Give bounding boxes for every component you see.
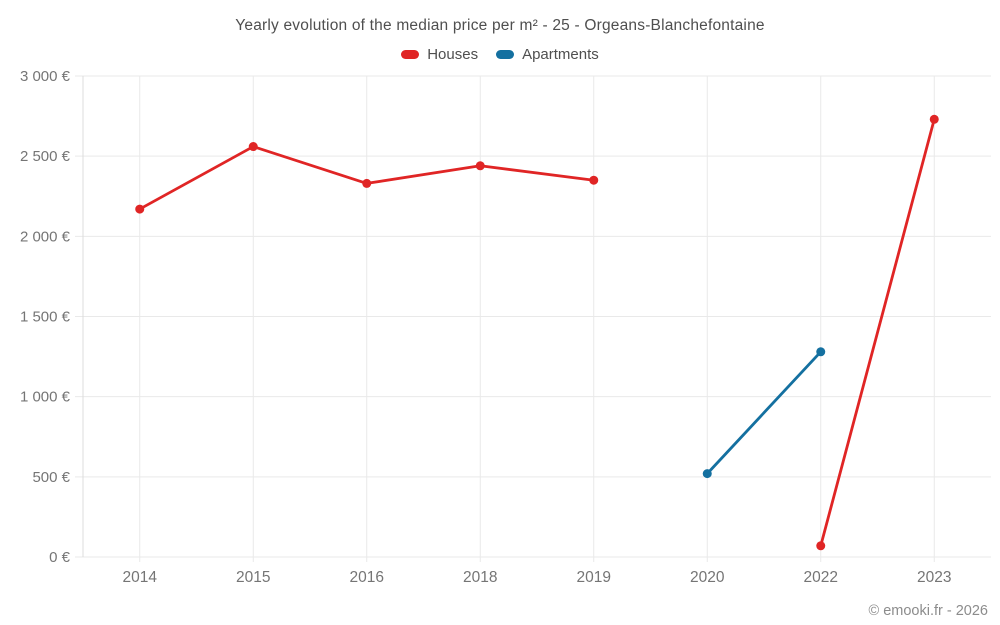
data-point-apartments-2022 xyxy=(816,347,826,357)
chart-legend: Houses Apartments xyxy=(0,46,1000,63)
legend-swatch-apartments-icon xyxy=(496,50,515,59)
legend-label-houses: Houses xyxy=(427,46,479,63)
data-point-houses-2023 xyxy=(929,114,939,124)
series-line-houses xyxy=(819,117,936,548)
legend-item-houses[interactable]: Houses xyxy=(401,46,478,63)
x-tick-label: 2015 xyxy=(236,569,270,586)
legend-label-apartments: Apartments xyxy=(522,46,599,63)
data-point-apartments-2020 xyxy=(702,469,712,479)
x-tick-label: 2020 xyxy=(690,569,725,586)
copyright-credit: © emooki.fr - 2026 xyxy=(868,603,988,619)
legend-swatch-houses-icon xyxy=(401,50,420,59)
y-tick-label: 0 € xyxy=(49,549,71,566)
data-point-houses-2022 xyxy=(816,541,826,551)
y-tick-label: 1 000 € xyxy=(20,389,71,406)
x-tick-label: 2022 xyxy=(804,569,838,586)
x-tick-label: 2018 xyxy=(463,569,497,586)
x-tick-label: 2023 xyxy=(917,569,951,586)
legend-item-apartments[interactable]: Apartments xyxy=(496,46,599,63)
y-tick-label: 3 000 € xyxy=(20,68,71,85)
data-point-houses-2019 xyxy=(589,175,599,185)
y-tick-label: 2 000 € xyxy=(20,228,71,245)
x-tick-label: 2019 xyxy=(577,569,611,586)
y-tick-label: 1 500 € xyxy=(20,309,71,326)
series-line-apartments xyxy=(705,350,823,476)
y-tick-label: 500 € xyxy=(32,469,70,486)
x-tick-label: 2014 xyxy=(123,569,158,586)
chart-title: Yearly evolution of the median price per… xyxy=(235,17,765,34)
y-tick-label: 2 500 € xyxy=(20,148,71,165)
data-point-houses-2016 xyxy=(362,178,372,188)
data-point-houses-2015 xyxy=(248,142,258,152)
data-point-houses-2018 xyxy=(475,161,485,171)
data-point-houses-2014 xyxy=(135,204,145,214)
x-tick-label: 2016 xyxy=(350,569,384,586)
